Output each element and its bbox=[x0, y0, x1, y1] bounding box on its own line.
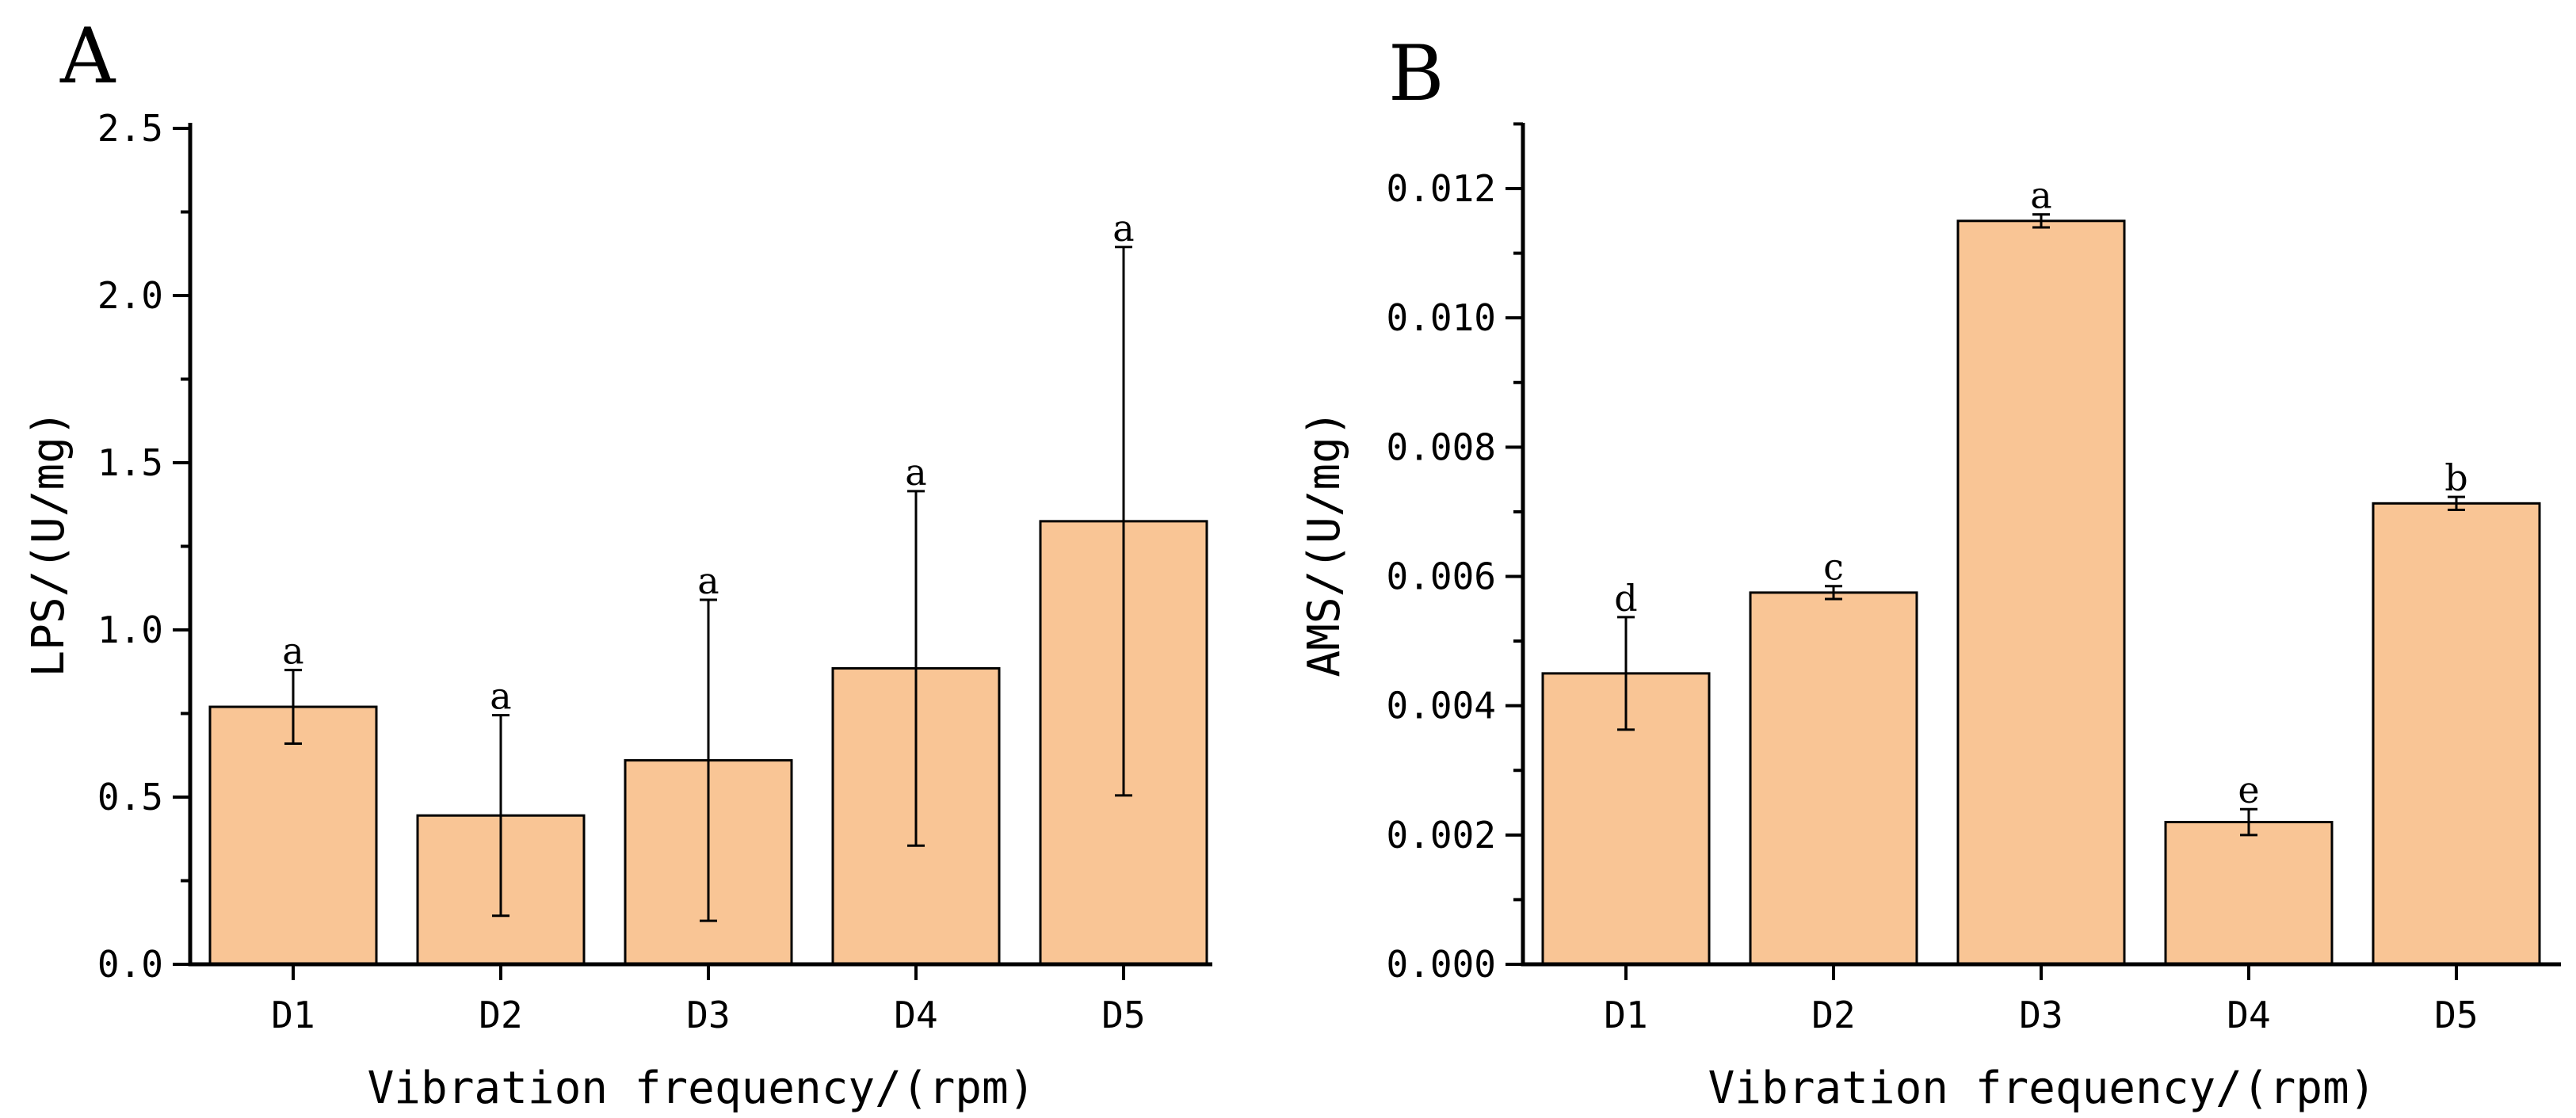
panel-a-significance-d3: a bbox=[697, 559, 719, 602]
panel-a-significance-d2: a bbox=[490, 675, 511, 718]
panel-a-y-tick-label: 1.0 bbox=[97, 609, 163, 651]
panel-a-error-bars bbox=[284, 246, 1132, 922]
panel-a-significance-labels: a a a a a bbox=[282, 207, 1134, 718]
panel-b-x-tick-label-d1: D1 bbox=[1604, 994, 1647, 1036]
panel-b-x-axis-title: Vibration frequency/(rpm) bbox=[1708, 1063, 2376, 1114]
panel-b-x-tick-label-d3: D3 bbox=[2019, 994, 2063, 1036]
panel-b-significance-labels: d c a e b bbox=[1614, 174, 2467, 812]
panel-a-x-tick-label-d3: D3 bbox=[686, 994, 730, 1036]
panel-b-significance-d2: c bbox=[1823, 546, 1844, 589]
panel-b-bar-d5 bbox=[2372, 502, 2541, 966]
panel-b-x-ticks: D1 D2 D3 D4 D5 bbox=[1604, 964, 2479, 1036]
panel-a-y-ticks: 0.0 0.5 1.0 1.5 2.0 2.5 bbox=[97, 107, 190, 986]
panel-b-significance-d3: a bbox=[2030, 174, 2051, 217]
panel-a-y-tick-label: 2.5 bbox=[97, 107, 163, 150]
panel-b-significance-d4: e bbox=[2238, 769, 2259, 811]
panel-a-x-ticks: D1 D2 D3 D4 D5 bbox=[271, 964, 1146, 1036]
panel-a-axes bbox=[188, 123, 1212, 967]
panel-a-y-tick-label: 1.5 bbox=[97, 441, 163, 484]
panel-b-y-tick-label: 0.008 bbox=[1387, 425, 1496, 468]
panel-b-error-bars bbox=[1617, 213, 2465, 837]
panel-b-axes bbox=[1521, 123, 2561, 967]
panel-a-x-axis-title: Vibration frequency/(rpm) bbox=[368, 1063, 1036, 1114]
panel-a-y-tick-label: 2.0 bbox=[97, 274, 163, 317]
panel-b-bar-d4 bbox=[2164, 821, 2334, 966]
panel-a-y-axis-title: LPS/(U/mg) bbox=[23, 410, 74, 677]
panel-b-y-tick-label: 0.000 bbox=[1387, 943, 1496, 986]
panel-a-x-tick-label-d5: D5 bbox=[1101, 994, 1145, 1036]
panel-a-significance-d4: a bbox=[905, 451, 926, 494]
panel-a-y-tick-label: 0.5 bbox=[97, 776, 163, 818]
panel-b-y-tick-label: 0.010 bbox=[1387, 296, 1496, 339]
panel-a-y-tick-label: 0.0 bbox=[97, 943, 163, 986]
panel-a-x-tick-label-d1: D1 bbox=[271, 994, 315, 1036]
panel-b-y-tick-label: 0.004 bbox=[1387, 685, 1496, 727]
panel-b-y-ticks: 0.000 0.002 0.004 0.006 0.008 0.010 0.012 bbox=[1387, 122, 1523, 986]
panel-b-significance-d5: b bbox=[2444, 456, 2467, 499]
panel-b-x-tick-label-d5: D5 bbox=[2434, 994, 2478, 1036]
panel-b-bar-d3 bbox=[1956, 219, 2126, 966]
panel-b-x-tick-label-d4: D4 bbox=[2227, 994, 2270, 1036]
panel-a-x-tick-label-d4: D4 bbox=[894, 994, 937, 1036]
panel-b-bars bbox=[1541, 219, 2541, 966]
panel-b-y-tick-label: 0.002 bbox=[1387, 814, 1496, 857]
panel-a-letter: A bbox=[59, 12, 116, 101]
panel-a-significance-d5: a bbox=[1112, 207, 1134, 250]
panel-b-y-axis-title: AMS/(U/mg) bbox=[1299, 410, 1350, 677]
panel-b-x-tick-label-d2: D2 bbox=[1811, 994, 1855, 1036]
panel-b-letter: B bbox=[1388, 29, 1444, 118]
panel-a-x-tick-label-d2: D2 bbox=[479, 994, 522, 1036]
panel-a-significance-d1: a bbox=[282, 630, 303, 673]
panel-a-bar-d1 bbox=[208, 705, 378, 966]
panel-b-y-tick-label: 0.012 bbox=[1387, 167, 1496, 210]
panel-b-y-tick-label: 0.006 bbox=[1387, 555, 1496, 598]
panel-a: A 0.0 0.5 1.0 1.5 2.0 2.5 D1 D2 D3 D4 D5 a a a a a LP… bbox=[23, 12, 1212, 1114]
panel-b-bar-d2 bbox=[1749, 591, 1918, 966]
panel-b-significance-d1: d bbox=[1614, 577, 1637, 620]
panel-b: B 0.000 0.002 0.004 0.006 0.008 0.010 0.012 D1… bbox=[1299, 29, 2561, 1114]
